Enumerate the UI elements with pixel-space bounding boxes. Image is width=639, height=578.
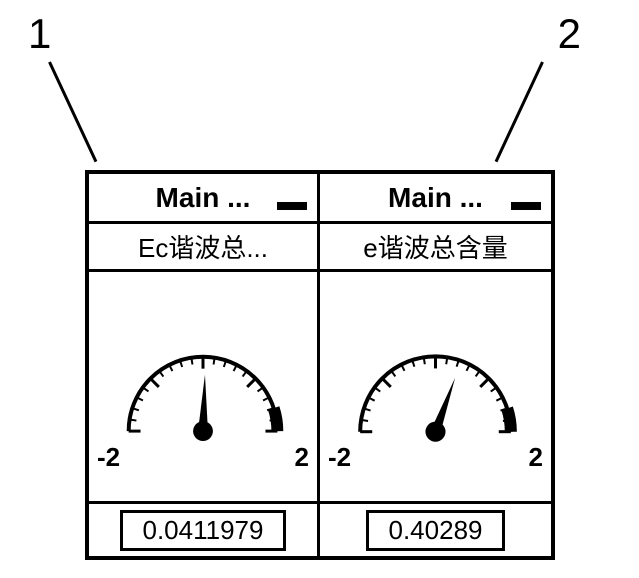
scale-max-1: 2	[295, 442, 309, 473]
callout-line-1	[48, 61, 97, 162]
subtitle-text-2: e谐波总含量	[363, 228, 507, 265]
gauge-panel-container: Main ... Ec谐波总... -2 2 0.0411979 Main ..…	[85, 170, 555, 560]
scale-min-1: -2	[97, 442, 120, 473]
value-row-1: 0.0411979	[89, 501, 317, 556]
value-display-1: 0.0411979	[120, 510, 287, 551]
minimize-icon-2[interactable]	[511, 202, 541, 210]
gauge-panel-left: Main ... Ec谐波总... -2 2 0.0411979	[89, 174, 320, 556]
value-row-2: 0.40289	[320, 501, 551, 556]
subtitle-text-1: Ec谐波总...	[138, 228, 268, 265]
gauge-panel-right: Main ... e谐波总含量 -2 2 0.40289	[320, 174, 551, 556]
callout-label-2: 2	[558, 10, 581, 58]
callout-label-1: 1	[28, 10, 51, 58]
subtitle-row-2: e谐波总含量	[320, 224, 551, 272]
gauge-dial-1	[89, 272, 317, 501]
title-row-2: Main ...	[320, 174, 551, 224]
title-row-1: Main ...	[89, 174, 317, 224]
callout-line-2	[495, 61, 544, 162]
scale-max-2: 2	[529, 442, 543, 473]
gauge-area-2: -2 2	[320, 272, 551, 501]
scale-min-2: -2	[328, 442, 351, 473]
value-display-2: 0.40289	[366, 510, 506, 551]
title-text-1: Main ...	[156, 182, 251, 214]
title-text-2: Main ...	[388, 182, 483, 214]
subtitle-row-1: Ec谐波总...	[89, 224, 317, 272]
gauge-area-1: -2 2	[89, 272, 317, 501]
minimize-icon-1[interactable]	[277, 202, 307, 210]
gauge-dial-2	[320, 272, 551, 501]
